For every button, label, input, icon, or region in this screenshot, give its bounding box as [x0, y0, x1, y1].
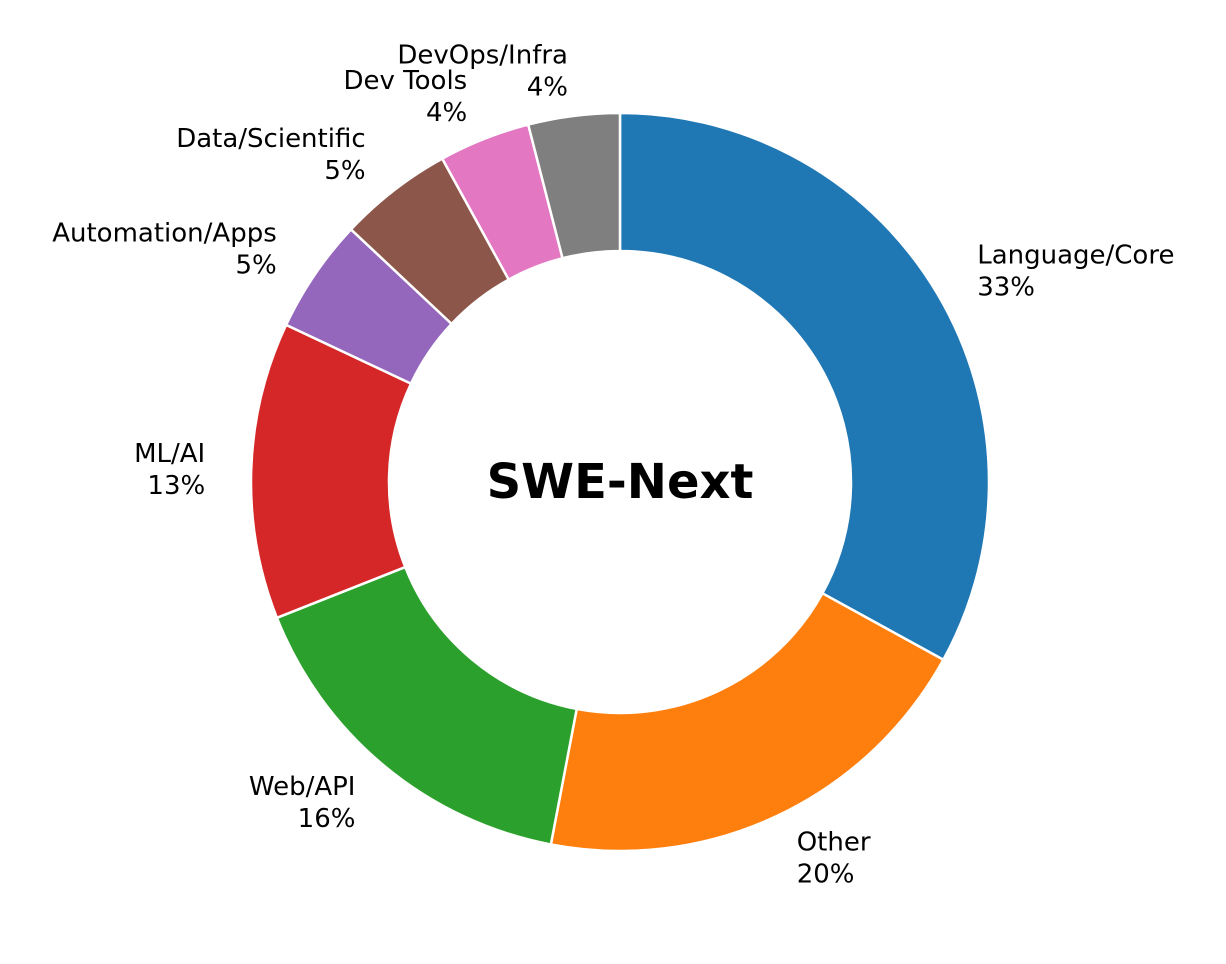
- slice-label-web-api: Web/API 16%: [249, 772, 356, 834]
- slice-percent-label: 4%: [426, 98, 467, 128]
- slice-percent-label: 33%: [977, 273, 1035, 303]
- slice-web-api: [275, 565, 578, 846]
- slice-label-ml-ai: ML/AI 13%: [134, 439, 205, 501]
- slice-category-label: Other: [797, 828, 871, 858]
- slice-label-dev-tools: Dev Tools 4%: [344, 66, 468, 128]
- slice-language-core: [618, 111, 991, 662]
- center-label: SWE-Next: [487, 454, 754, 510]
- slice-label-devops-infra: DevOps/Infra 4%: [397, 40, 568, 102]
- slice-label-language-core: Language/Core 33%: [977, 241, 1174, 303]
- slice-label-other: Other 20%: [797, 828, 871, 890]
- slice-percent-label: 5%: [324, 156, 365, 186]
- slice-category-label: Data/Scientific: [176, 124, 365, 154]
- slice-category-label: DevOps/Infra: [397, 40, 568, 70]
- slice-category-label: Dev Tools: [344, 66, 468, 96]
- slices-layer: [249, 111, 991, 853]
- labels-layer: Language/Core 33%Other 20%Web/API 16%ML/AI 1…: [52, 40, 1174, 889]
- slice-percent-label: 20%: [797, 860, 855, 890]
- slice-devops-infra: [526, 111, 622, 260]
- slice-label-automation-apps: Automation/Apps 5%: [52, 219, 277, 281]
- slice-category-label: Language/Core: [977, 241, 1174, 271]
- slice-percent-label: 5%: [236, 251, 277, 281]
- slice-category-label: Web/API: [249, 772, 356, 802]
- slice-other: [549, 592, 945, 853]
- slice-label-data-scientific: Data/Scientific 5%: [176, 124, 365, 186]
- slice-category-label: ML/AI: [134, 439, 205, 469]
- slice-percent-label: 4%: [527, 72, 568, 102]
- slice-percent-label: 13%: [147, 471, 205, 501]
- slice-percent-label: 16%: [298, 804, 356, 834]
- slice-category-label: Automation/Apps: [52, 219, 277, 249]
